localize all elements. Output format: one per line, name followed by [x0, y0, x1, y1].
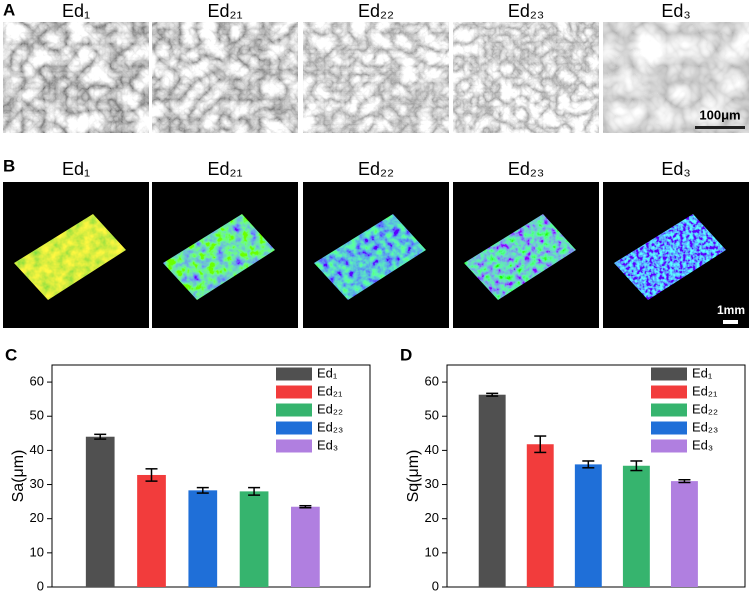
y-tick-label: 60 — [425, 374, 439, 389]
legend-swatch — [276, 385, 312, 399]
legend-label: Ed₂₁ — [317, 383, 343, 398]
surface-map — [614, 214, 726, 300]
legend-label: Ed₂₁ — [692, 383, 718, 398]
error-bar — [582, 460, 595, 469]
image-title: Ed₂₁ — [207, 1, 242, 21]
y-tick-label: 40 — [30, 442, 44, 457]
y-tick-label: 30 — [30, 476, 44, 491]
y-tick-label: 50 — [30, 408, 44, 423]
y-tick-label: 60 — [30, 374, 44, 389]
legend-label: Ed₂₂ — [317, 401, 343, 416]
bar — [670, 481, 698, 587]
legend-label: Ed₁ — [692, 365, 713, 380]
legend-swatch — [651, 385, 687, 399]
image-title: Ed₃ — [661, 1, 690, 21]
legend-swatch — [651, 439, 687, 453]
bar — [478, 394, 506, 587]
legend-swatch — [651, 421, 687, 435]
bar — [291, 506, 320, 587]
legend-label: Ed₃ — [692, 437, 713, 452]
y-tick-label: 40 — [425, 442, 439, 457]
y-tick-label: 20 — [30, 510, 44, 525]
error-bar — [534, 435, 547, 454]
legend-label: Ed₂₂ — [692, 401, 718, 416]
image-title: Ed₂₁ — [207, 159, 242, 179]
error-bar — [486, 392, 499, 397]
error-bar — [630, 460, 643, 472]
surface-map — [314, 214, 426, 300]
error-bar — [299, 504, 312, 509]
surface-map — [163, 214, 275, 300]
bar — [622, 465, 650, 587]
error-bar — [678, 479, 691, 484]
y-tick-label: 0 — [432, 578, 439, 593]
error-bar — [94, 433, 107, 440]
bar — [85, 436, 115, 587]
sem-image — [603, 22, 749, 133]
legend-swatch — [276, 439, 312, 453]
image-title: Ed₂₂ — [358, 159, 394, 179]
error-bar — [196, 486, 209, 494]
image-title: Ed₂₂ — [358, 1, 394, 21]
error-bar — [145, 468, 158, 482]
y-tick-label: 10 — [30, 544, 44, 559]
image-title: Ed₃ — [661, 159, 690, 179]
sem-image — [152, 22, 298, 133]
panel-label: B — [3, 156, 15, 175]
bar — [188, 490, 218, 587]
scale-bar-label: 1mm — [717, 303, 745, 317]
image-title: Ed₁ — [62, 1, 90, 21]
bar — [526, 444, 554, 587]
image-title: Ed₂₃ — [508, 159, 544, 179]
legend-label: Ed₁ — [317, 365, 338, 380]
surface-map — [464, 214, 576, 300]
legend-label: Ed₂₃ — [317, 419, 343, 434]
image-title: Ed₁ — [62, 159, 90, 179]
panel-label: A — [3, 0, 15, 19]
error-bar — [248, 486, 261, 496]
y-tick-label: 30 — [425, 476, 439, 491]
legend-label: Ed₃ — [317, 437, 338, 452]
legend-swatch — [276, 367, 312, 381]
sem-image — [3, 22, 149, 133]
legend-swatch — [651, 403, 687, 417]
bar — [137, 474, 166, 587]
panel-label: D — [400, 345, 412, 364]
panel-label: C — [5, 345, 17, 364]
y-tick-label: 10 — [425, 544, 439, 559]
y-axis-label: Sq(μm) — [405, 450, 422, 503]
scale-bar — [695, 126, 745, 129]
surface-map — [14, 214, 126, 300]
y-tick-label: 20 — [425, 510, 439, 525]
sem-image — [453, 22, 599, 133]
image-title: Ed₂₃ — [508, 1, 544, 21]
legend-swatch — [276, 421, 312, 435]
y-tick-label: 50 — [425, 408, 439, 423]
legend-swatch — [651, 367, 687, 381]
sem-image — [303, 22, 449, 133]
legend-swatch — [276, 403, 312, 417]
scale-bar-label: 100μm — [699, 107, 740, 122]
y-tick-label: 0 — [37, 578, 44, 593]
bar — [239, 491, 269, 587]
y-axis-label: Sa(μm) — [10, 450, 27, 503]
scale-bar — [723, 320, 738, 324]
figure-root: A Ed₁ Ed₂₁ Ed₂₂ Ed₂₃ Ed₃ 100μm B Ed₁ Ed₂₁ Ed₂₂ Ed₂₃… — [3, 0, 749, 593]
bar — [574, 464, 602, 587]
legend-label: Ed₂₃ — [692, 419, 718, 434]
